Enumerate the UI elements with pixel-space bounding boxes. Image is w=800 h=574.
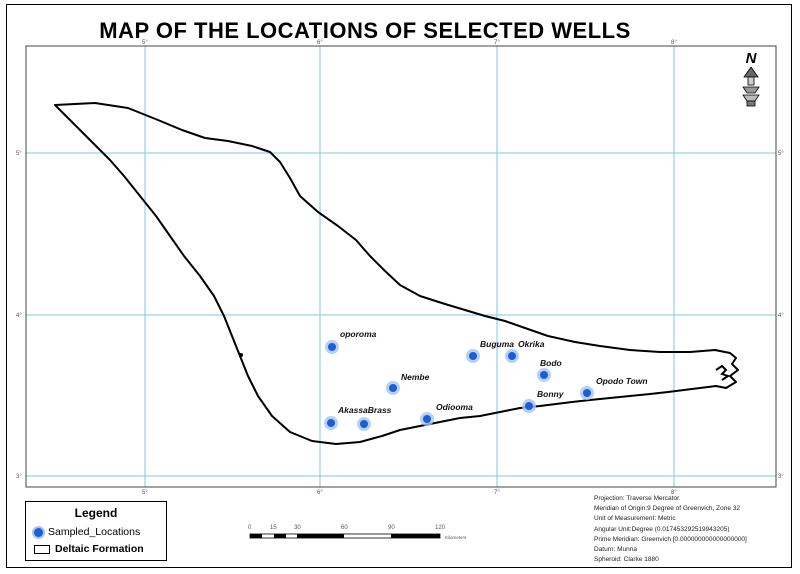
scale-tick-120: 120 xyxy=(435,525,446,531)
coast-squiggle xyxy=(715,364,731,381)
tick-left-2: 4° xyxy=(16,313,22,319)
scale-tick-30: 30 xyxy=(294,525,301,531)
well-markers: oporoma Nembe AkassaBrass Odiooma Buguma xyxy=(324,329,648,431)
legend-item-deltaic-formation: Deltaic Formation xyxy=(34,543,144,555)
well-label-okrika: Okrika xyxy=(518,339,545,349)
projection-line-7: Spheroid: Clarke 1880 xyxy=(594,556,659,564)
tick-left-1: 5° xyxy=(16,151,22,157)
tick-top-4: 8° xyxy=(671,40,677,46)
scale-tick-15: 15 xyxy=(270,525,277,531)
legend-label-sampled-locations: Sampled_Locations xyxy=(48,526,141,538)
well-label-odiooma: Odiooma xyxy=(436,402,473,412)
tick-right-1: 5° xyxy=(778,151,784,157)
tick-bottom-4: 8° xyxy=(671,490,677,496)
projection-line-1: Projection: Traverse Mercator. xyxy=(594,495,681,502)
scale-tick-90: 90 xyxy=(388,525,395,531)
well-label-oporoma: oporoma xyxy=(340,329,377,339)
well-odiooma[interactable] xyxy=(420,412,434,426)
outline-box-icon xyxy=(34,544,50,554)
scale-tick-60: 60 xyxy=(341,525,348,531)
tick-top-1: 5° xyxy=(142,40,148,46)
outline-dot xyxy=(239,353,243,357)
scale-tick-0: 0 xyxy=(248,525,252,531)
projection-line-6: Daturn: Munna xyxy=(594,546,637,554)
projection-line-3: Unit of Measurement: Metric xyxy=(594,515,676,523)
well-opodo-town[interactable] xyxy=(580,386,594,400)
projection-line-4: Angular Unit:Degree (0.01745329251994320… xyxy=(594,525,730,533)
well-nembe[interactable] xyxy=(386,381,400,395)
scale-bar: 0 15 30 60 90 120 Kilometers xyxy=(248,525,467,540)
well-label-buguma: Buguma xyxy=(480,339,514,349)
tick-right-3: 3° xyxy=(778,474,784,480)
well-buguma[interactable] xyxy=(466,349,480,363)
map-title: MAP OF THE LOCATIONS OF SELECTED WELLS xyxy=(99,18,631,43)
graticule xyxy=(25,45,777,488)
legend-item-sampled-locations: Sampled_Locations xyxy=(34,526,140,538)
scale-unit: Kilometers xyxy=(445,535,467,540)
well-label-akassabrass: AkassaBrass xyxy=(337,405,392,415)
well-label-bonny: Bonny xyxy=(537,389,565,399)
north-arrow-icon xyxy=(742,66,760,107)
legend: Legend Sampled_Locations Deltaic Formati… xyxy=(25,501,167,561)
well-bodo[interactable] xyxy=(537,368,551,382)
graticule-labels: 5° 6° 7° 8° 5° 6° 7° 8° 5° 4° 3° 5° 4° 3… xyxy=(16,40,784,496)
legend-title: Legend xyxy=(74,506,118,520)
legend-label-deltaic-formation: Deltaic Formation xyxy=(55,543,144,555)
deltaic-formation-outline xyxy=(54,102,739,445)
well-akassabrass-2[interactable] xyxy=(357,417,371,431)
projection-info: Projection: Traverse Mercator. Meridian … xyxy=(594,494,790,565)
tick-bottom-3: 7° xyxy=(494,490,500,496)
tick-bottom-1: 5° xyxy=(142,490,148,496)
well-label-nembe: Nembe xyxy=(401,372,430,382)
map-frame xyxy=(6,4,792,568)
well-akassabrass-1[interactable] xyxy=(324,416,338,430)
north-letter: N xyxy=(745,50,757,67)
projection-line-2: Meridian of Origin:9 Degree of Greenvich… xyxy=(594,505,740,513)
blue-dot-icon xyxy=(34,527,43,537)
map-neatline xyxy=(25,45,777,488)
tick-left-3: 3° xyxy=(16,474,22,480)
tick-top-2: 6° xyxy=(317,40,323,46)
well-bonny[interactable] xyxy=(522,399,536,413)
well-label-opodo-town: Opodo Town xyxy=(596,376,648,386)
well-oporoma[interactable] xyxy=(325,340,339,354)
well-okrika[interactable] xyxy=(505,349,519,363)
north-arrow: N xyxy=(736,50,766,112)
tick-right-2: 4° xyxy=(778,313,784,319)
projection-line-5: Prime Meridian: Greenvich [0.00000000000… xyxy=(594,535,747,543)
tick-top-3: 7° xyxy=(494,40,500,46)
well-label-bodo: Bodo xyxy=(540,358,562,368)
tick-bottom-2: 6° xyxy=(317,490,323,496)
